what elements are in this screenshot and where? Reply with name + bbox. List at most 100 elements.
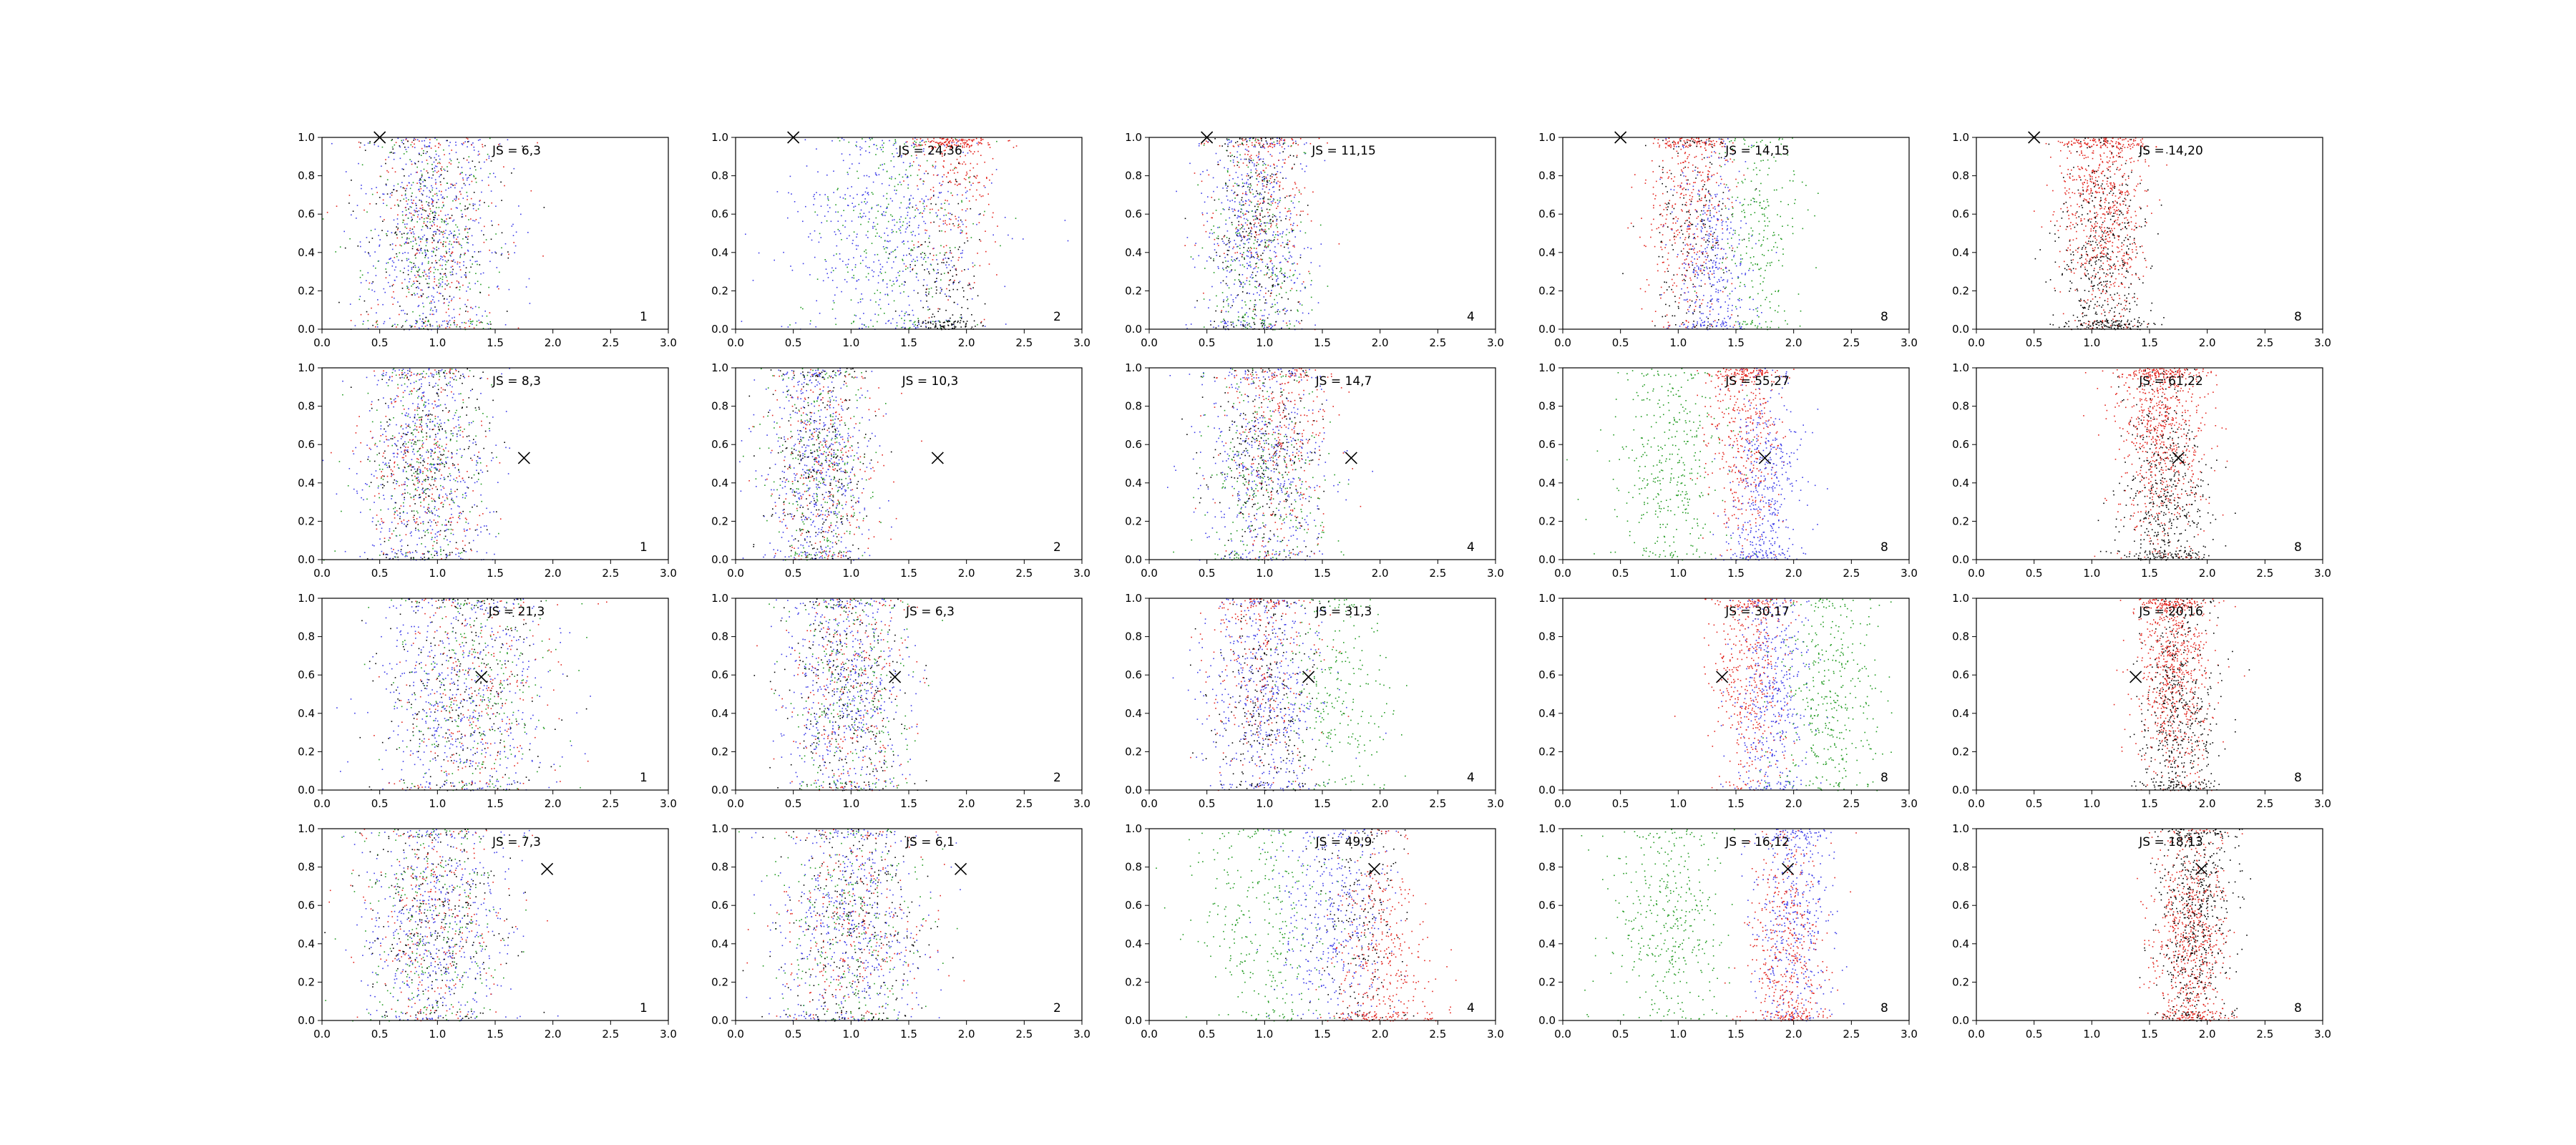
x-tick-label: 0.5 xyxy=(785,336,802,349)
scatter-point xyxy=(447,323,448,324)
scatter-point xyxy=(469,184,470,185)
scatter-point xyxy=(913,247,915,249)
scatter-point xyxy=(925,170,927,172)
scatter-point xyxy=(1262,177,1264,178)
scatter-point xyxy=(965,326,967,327)
scatter-point xyxy=(1261,172,1262,174)
scatter-point xyxy=(1740,327,1742,329)
y-tick-label: 0.0 xyxy=(298,323,315,336)
scatter-point xyxy=(1669,145,1670,146)
scatter-point xyxy=(1272,273,1274,274)
scatter-point xyxy=(1310,248,1312,250)
scatter-point xyxy=(945,214,947,216)
scatter-point xyxy=(462,172,463,173)
scatter-point xyxy=(955,138,957,140)
scatter-point xyxy=(499,143,501,145)
scatter-point xyxy=(1249,293,1250,294)
scatter-point xyxy=(947,143,948,145)
scatter-point xyxy=(988,203,990,205)
scatter-point xyxy=(945,252,946,254)
scatter-point xyxy=(932,321,934,323)
scatter-point xyxy=(1727,281,1728,283)
scatter-point xyxy=(952,323,953,325)
scatter-point xyxy=(487,323,488,324)
scatter-point xyxy=(473,175,474,177)
n-annotation: 1 xyxy=(640,310,648,324)
scatter-point xyxy=(879,308,882,310)
scatter-point xyxy=(456,241,458,243)
scatter-point xyxy=(1287,260,1288,263)
scatter-point xyxy=(1294,163,1295,165)
x-marker xyxy=(1201,131,1214,144)
scatter-point xyxy=(439,273,441,275)
scatter-point xyxy=(872,228,874,229)
scatter-point xyxy=(1717,218,1718,220)
scatter-point xyxy=(412,182,414,183)
scatter-point xyxy=(852,269,853,271)
scatter-point xyxy=(431,250,433,253)
scatter-point xyxy=(950,213,951,215)
scatter-point xyxy=(1241,237,1243,238)
scatter-point xyxy=(446,261,448,263)
scatter-point xyxy=(952,256,954,258)
scatter-point xyxy=(417,160,419,162)
scatter-point xyxy=(1269,250,1271,251)
scatter-point xyxy=(1752,320,1753,321)
scatter-point xyxy=(1673,236,1675,238)
scatter-point xyxy=(1736,185,1737,187)
scatter-point xyxy=(442,243,444,245)
scatter-point xyxy=(1683,299,1685,301)
scatter-point xyxy=(1289,290,1292,291)
scatter-point xyxy=(1708,193,1710,194)
scatter-point xyxy=(431,164,433,165)
scatter-point xyxy=(862,194,863,196)
scatter-point xyxy=(391,140,392,142)
scatter-point xyxy=(1252,256,1254,258)
scatter-point xyxy=(1275,215,1277,218)
scatter-point xyxy=(1264,232,1267,234)
scatter-point xyxy=(1693,324,1694,326)
scatter-point xyxy=(465,322,467,324)
scatter-point xyxy=(960,140,962,141)
scatter-point xyxy=(1273,186,1274,187)
scatter-point xyxy=(919,244,922,246)
scatter-point xyxy=(1723,248,1724,250)
scatter-point xyxy=(455,224,457,226)
scatter-point xyxy=(925,195,927,198)
scatter-point xyxy=(1303,152,1305,153)
scatter-point xyxy=(428,283,430,285)
scatter-point xyxy=(426,276,428,277)
scatter-point xyxy=(432,234,434,235)
scatter-point xyxy=(1227,298,1229,300)
scatter-point xyxy=(986,177,987,180)
scatter-point xyxy=(1677,185,1679,187)
scatter-point xyxy=(1648,284,1650,286)
scatter-point xyxy=(1709,167,1711,168)
scatter-point xyxy=(459,326,461,328)
scatter-point xyxy=(416,286,419,288)
scatter-point xyxy=(1229,240,1231,243)
scatter-point xyxy=(1705,259,1707,260)
scatter-point xyxy=(478,251,479,253)
scatter-point xyxy=(413,236,414,238)
scatter-point xyxy=(960,314,962,316)
scatter-point xyxy=(1707,256,1708,258)
scatter-point xyxy=(912,165,913,167)
scatter-point xyxy=(396,199,399,201)
scatter-point xyxy=(446,276,447,278)
scatter-point xyxy=(452,246,454,248)
scatter-point xyxy=(819,233,821,235)
scatter-point xyxy=(443,230,444,233)
scatter-point xyxy=(1752,309,1755,311)
scatter-point xyxy=(916,208,918,209)
scatter-point xyxy=(426,238,428,240)
scatter-point xyxy=(936,273,937,274)
scatter-point xyxy=(1234,201,1236,203)
scatter-point xyxy=(1262,229,1264,231)
scatter-point xyxy=(466,192,468,193)
scatter-point xyxy=(955,145,957,146)
scatter-point xyxy=(1722,139,1724,140)
scatter-point xyxy=(1727,187,1729,188)
scatter-point xyxy=(1767,174,1769,175)
scatter-point xyxy=(1267,263,1268,265)
